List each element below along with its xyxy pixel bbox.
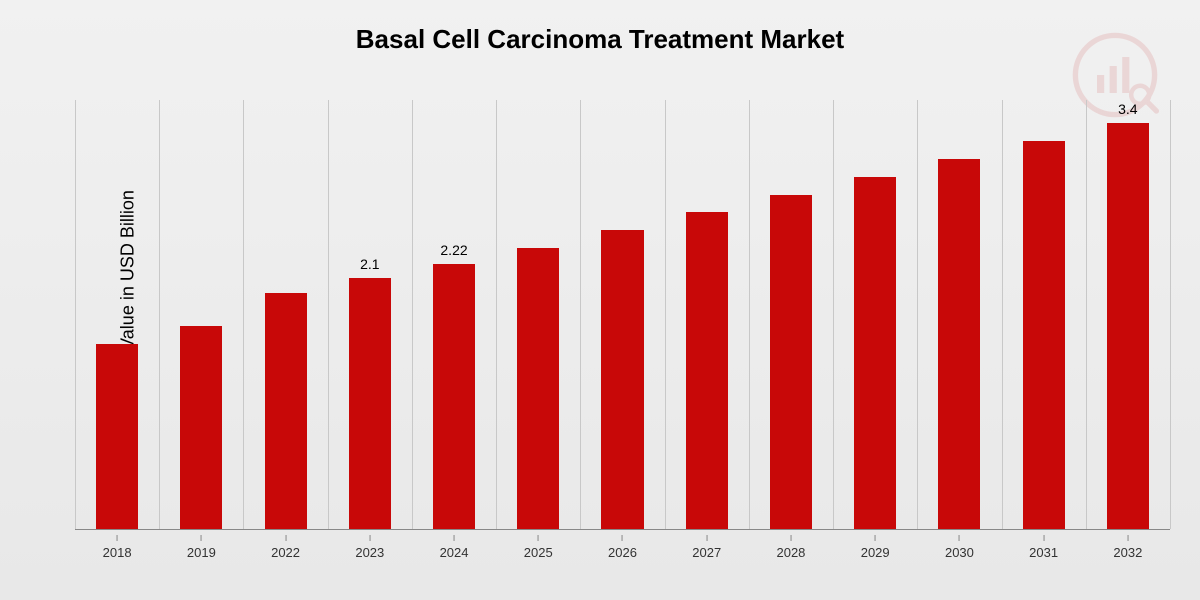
bar-fill — [1023, 141, 1065, 529]
grid-line — [75, 100, 76, 529]
x-tick-mark — [790, 535, 791, 541]
bar — [601, 230, 643, 529]
bar-fill — [265, 293, 307, 530]
bar-fill — [854, 177, 896, 529]
bar-value-label: 2.1 — [349, 256, 391, 272]
grid-line — [833, 100, 834, 529]
grid-line — [665, 100, 666, 529]
x-tick-label: 2026 — [608, 535, 637, 560]
grid-line — [412, 100, 413, 529]
x-tick-text: 2029 — [861, 545, 890, 560]
x-tick-mark — [706, 535, 707, 541]
grid-line — [496, 100, 497, 529]
bar-fill — [770, 195, 812, 529]
grid-line — [1170, 100, 1171, 529]
x-tick-text: 2018 — [103, 545, 132, 560]
chart-title: Basal Cell Carcinoma Treatment Market — [0, 24, 1200, 55]
bar: 3.4 — [1107, 123, 1149, 529]
x-tick-text: 2024 — [440, 545, 469, 560]
grid-line — [749, 100, 750, 529]
bar-fill — [433, 264, 475, 529]
x-tick-text: 2028 — [776, 545, 805, 560]
x-tick-label: 2024 — [440, 535, 469, 560]
x-tick-label: 2032 — [1113, 535, 1142, 560]
x-tick-mark — [538, 535, 539, 541]
bar: 2.1 — [349, 278, 391, 529]
x-tick-label: 2027 — [692, 535, 721, 560]
bar: 2.22 — [433, 264, 475, 529]
bar — [96, 344, 138, 529]
bar-value-label: 3.4 — [1107, 101, 1149, 117]
grid-line — [1002, 100, 1003, 529]
x-tick-text: 2032 — [1113, 545, 1142, 560]
x-tick-mark — [201, 535, 202, 541]
x-tick-label: 2028 — [776, 535, 805, 560]
bar — [180, 326, 222, 529]
bar-fill — [686, 212, 728, 529]
bar — [854, 177, 896, 529]
bar — [686, 212, 728, 529]
x-tick-text: 2019 — [187, 545, 216, 560]
x-tick-mark — [1043, 535, 1044, 541]
x-tick-mark — [875, 535, 876, 541]
bar — [517, 248, 559, 529]
x-tick-text: 2026 — [608, 545, 637, 560]
x-tick-label: 2019 — [187, 535, 216, 560]
x-tick-label: 2022 — [271, 535, 300, 560]
bar-fill — [96, 344, 138, 529]
x-tick-label: 2030 — [945, 535, 974, 560]
bar — [770, 195, 812, 529]
x-tick-mark — [285, 535, 286, 541]
x-tick-label: 2023 — [355, 535, 384, 560]
x-tick-label: 2029 — [861, 535, 890, 560]
x-tick-label: 2031 — [1029, 535, 1058, 560]
grid-line — [1086, 100, 1087, 529]
x-tick-text: 2030 — [945, 545, 974, 560]
bar-fill — [1107, 123, 1149, 529]
x-tick-text: 2023 — [355, 545, 384, 560]
x-tick-text: 2022 — [271, 545, 300, 560]
x-tick-mark — [369, 535, 370, 541]
bar-fill — [349, 278, 391, 529]
bar — [265, 293, 307, 530]
x-tick-label: 2018 — [103, 535, 132, 560]
grid-line — [328, 100, 329, 529]
grid-line — [159, 100, 160, 529]
x-tick-text: 2031 — [1029, 545, 1058, 560]
x-tick-text: 2025 — [524, 545, 553, 560]
x-tick-text: 2027 — [692, 545, 721, 560]
bar — [1023, 141, 1065, 529]
x-tick-mark — [622, 535, 623, 541]
x-tick-mark — [454, 535, 455, 541]
bar-fill — [517, 248, 559, 529]
bar — [938, 159, 980, 529]
chart-plot-area: 2018201920222.120232.2220242025202620272… — [75, 100, 1170, 530]
bar-fill — [938, 159, 980, 529]
bar-fill — [601, 230, 643, 529]
x-tick-mark — [959, 535, 960, 541]
bar-fill — [180, 326, 222, 529]
grid-line — [243, 100, 244, 529]
x-tick-mark — [117, 535, 118, 541]
grid-line — [917, 100, 918, 529]
x-tick-label: 2025 — [524, 535, 553, 560]
bar-value-label: 2.22 — [433, 242, 475, 258]
grid-line — [580, 100, 581, 529]
x-tick-mark — [1127, 535, 1128, 541]
